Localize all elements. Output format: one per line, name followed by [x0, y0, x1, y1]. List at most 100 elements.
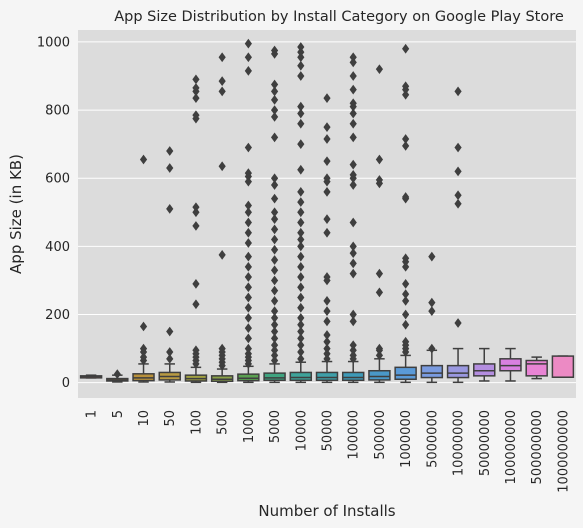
outlier-point [297, 319, 305, 330]
outlier-point [297, 60, 305, 71]
outlier-point [297, 197, 305, 207]
outlier-point [323, 353, 331, 364]
outlier-point [454, 166, 462, 177]
outlier-point [375, 343, 384, 354]
box-1000 [237, 38, 260, 384]
box-body [420, 364, 444, 379]
outlier-point [297, 42, 305, 52]
outlier-point [349, 268, 357, 279]
outlier-point [323, 336, 331, 347]
outlier-point [297, 261, 305, 272]
x-tick-labels: 1 5 10 50 100 500 1000 5000 10000 50000 100000 5000… [85, 410, 572, 493]
outlier-point [297, 118, 305, 129]
y-tick-label: 400 [45, 240, 70, 255]
x-tick-label: 50000000 [478, 410, 493, 476]
outlier-point [218, 250, 226, 260]
outlier-point [402, 134, 410, 144]
outlier-point [375, 175, 384, 185]
outlier-point [297, 340, 305, 351]
outlier-point [192, 74, 200, 85]
x-tick-label: 5 [111, 410, 126, 418]
outlier-point [218, 86, 226, 97]
outlier-point [270, 105, 279, 115]
x-tick-label: 100000 [347, 410, 362, 460]
outlier-point [297, 227, 305, 238]
y-axis-label: App Size (in KB) [7, 154, 25, 274]
outlier-point [402, 89, 410, 100]
outlier-point [244, 168, 252, 178]
box-plots [79, 38, 575, 384]
box-body [237, 373, 260, 382]
outlier-point [192, 299, 200, 310]
outlier-point [192, 83, 200, 93]
outlier-point [270, 45, 279, 56]
outlier-point [323, 122, 331, 132]
outlier-point [270, 319, 279, 330]
box-50000 [315, 93, 339, 384]
box-500000000 [525, 356, 548, 380]
outlier-point [270, 94, 279, 105]
outlier-point [297, 207, 305, 218]
outlier-point [402, 140, 410, 151]
outlier-point [270, 193, 279, 204]
outlier-point [270, 207, 279, 218]
outlier-point [323, 156, 331, 167]
outlier-point [166, 204, 174, 214]
outlier-point [349, 84, 357, 95]
outlier-point [323, 330, 331, 340]
outlier-point [218, 161, 226, 172]
outlier-point [297, 217, 305, 228]
outlier-point [244, 52, 252, 63]
outlier-point [349, 108, 357, 119]
outlier-point [323, 296, 331, 306]
outlier-point [166, 353, 174, 364]
outlier-point [244, 282, 252, 293]
outlier-point [270, 350, 279, 361]
outlier-point [270, 285, 279, 296]
x-tick-label: 500 [216, 410, 231, 435]
x-tick-label: 10000000 [452, 410, 467, 476]
outlier-point [166, 347, 174, 357]
outlier-point [454, 198, 462, 209]
outlier-point [244, 302, 252, 313]
outlier-point [323, 306, 331, 316]
outlier-point [270, 132, 279, 143]
outlier-point [297, 302, 305, 313]
outlier-point [375, 154, 384, 165]
outlier-point [402, 278, 410, 289]
outlier-point [297, 272, 305, 282]
x-tick-label: 1 [85, 410, 100, 418]
outlier-point [349, 118, 357, 129]
box-1000000 [394, 43, 417, 384]
outlier-point [402, 296, 410, 306]
outlier-point [349, 132, 357, 143]
outlier-point [270, 296, 279, 306]
outlier-point [244, 142, 252, 153]
outlier-point [139, 343, 148, 354]
outlier-point [297, 333, 305, 344]
outlier-point [297, 353, 305, 364]
outlier-point [349, 316, 357, 327]
outlier-point [402, 336, 410, 347]
outlier-point [244, 176, 252, 187]
x-tick-label: 50 [163, 410, 178, 427]
outlier-point [270, 345, 279, 356]
outlier-point [192, 93, 200, 104]
box-body [289, 371, 313, 382]
outlier-point [244, 343, 252, 354]
outlier-point [270, 180, 279, 190]
outlier-point [349, 340, 357, 351]
outlier-point [402, 253, 410, 264]
box-50000000 [473, 347, 496, 382]
outlier-point [375, 64, 384, 75]
outlier-point [402, 261, 410, 272]
outlier-point [402, 192, 410, 202]
x-tick-label: 1000 [242, 410, 257, 443]
outlier-point [192, 221, 200, 231]
outlier-point [428, 343, 436, 354]
outlier-point [349, 180, 357, 190]
outlier-point [454, 86, 462, 97]
outlier-point [166, 326, 174, 337]
box-5000000 [420, 251, 444, 384]
outlier-point [270, 244, 279, 255]
